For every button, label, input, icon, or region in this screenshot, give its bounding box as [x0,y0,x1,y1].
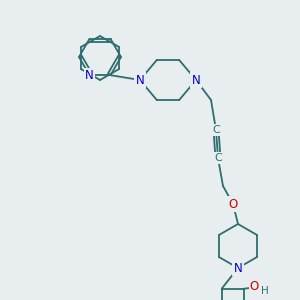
Text: O: O [228,197,238,211]
Text: N: N [136,74,144,86]
Text: C: C [214,153,222,163]
Text: H: H [261,286,269,296]
Text: N: N [192,74,200,86]
Text: C: C [212,125,220,135]
Text: O: O [250,280,259,293]
Text: N: N [234,262,242,275]
Text: N: N [85,69,94,82]
